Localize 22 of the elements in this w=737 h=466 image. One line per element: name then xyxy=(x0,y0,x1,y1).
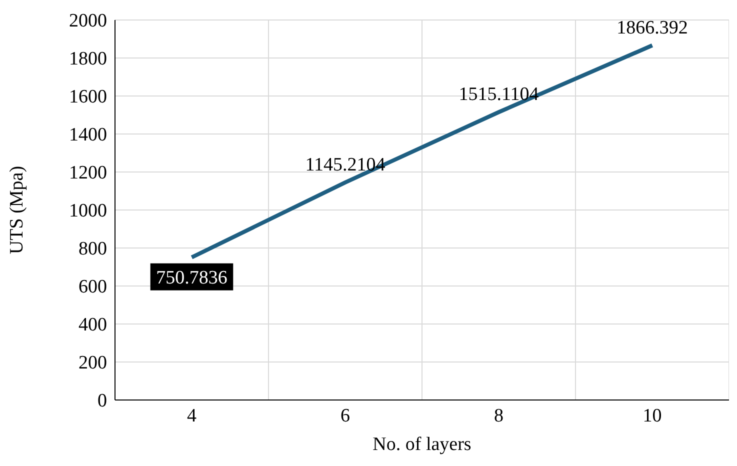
x-tick-label: 10 xyxy=(642,405,662,426)
y-tick-label: 0 xyxy=(98,390,107,412)
y-tick-label: 1000 xyxy=(69,200,107,222)
data-label: 1145.2104 xyxy=(305,154,386,176)
y-tick-label: 200 xyxy=(78,352,107,374)
y-axis-title: UTS (Mpa) xyxy=(6,166,28,254)
x-tick-label: 6 xyxy=(340,405,350,426)
y-tick-label: 1800 xyxy=(69,48,107,70)
y-tick-label: 1600 xyxy=(69,86,107,108)
line-series xyxy=(190,43,654,260)
data-label: 750.7836 xyxy=(156,267,228,288)
y-tick-label: 1400 xyxy=(69,124,107,146)
y-tick-label: 600 xyxy=(78,276,107,298)
data-label: 1515.1104 xyxy=(458,84,540,106)
x-tick-label: 8 xyxy=(494,405,504,426)
x-tick-label: 4 xyxy=(187,405,197,426)
data-label: 1866.392 xyxy=(616,17,688,38)
y-tick-label: 400 xyxy=(78,314,107,336)
y-tick-label: 2000 xyxy=(69,10,107,32)
x-axis-title: No. of layers xyxy=(372,434,472,455)
y-tick-label: 1200 xyxy=(69,162,107,184)
y-tick-label: 800 xyxy=(78,238,107,260)
